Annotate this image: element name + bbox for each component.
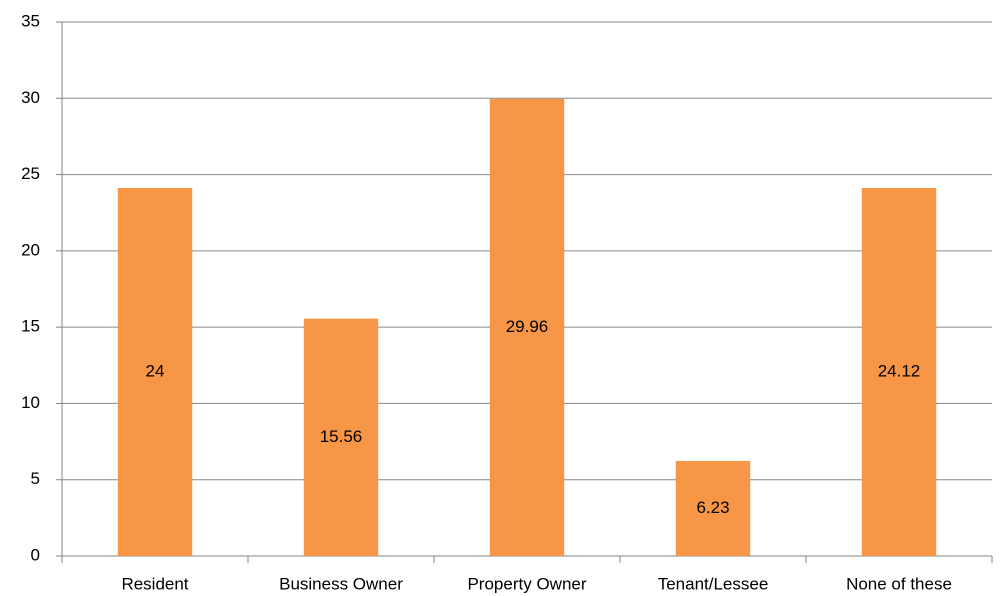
y-tick-label: 5: [31, 469, 40, 488]
y-tick-label: 10: [21, 393, 40, 412]
bar: [489, 98, 565, 557]
bar: [303, 318, 379, 556]
bar: [117, 187, 193, 556]
bar: [675, 460, 751, 556]
y-tick-label: 15: [21, 317, 40, 336]
bar: [861, 187, 937, 556]
y-tick-label: 0: [31, 545, 40, 564]
data-label: 15.56: [320, 427, 363, 446]
data-label: 24.12: [878, 361, 921, 380]
x-tick-label: Property Owner: [467, 574, 586, 593]
x-tick-label: None of these: [846, 574, 952, 593]
x-tick-label: Business Owner: [279, 574, 403, 593]
y-tick-label: 25: [21, 164, 40, 183]
x-tick-label: Resident: [121, 574, 188, 593]
data-label: 29.96: [506, 317, 549, 336]
y-tick-label: 30: [21, 88, 40, 107]
y-tick-label: 35: [21, 11, 40, 30]
data-label: 6.23: [696, 498, 729, 517]
x-tick-label: Tenant/Lessee: [658, 574, 769, 593]
y-tick-label: 20: [21, 240, 40, 259]
data-label: 24: [146, 361, 165, 380]
